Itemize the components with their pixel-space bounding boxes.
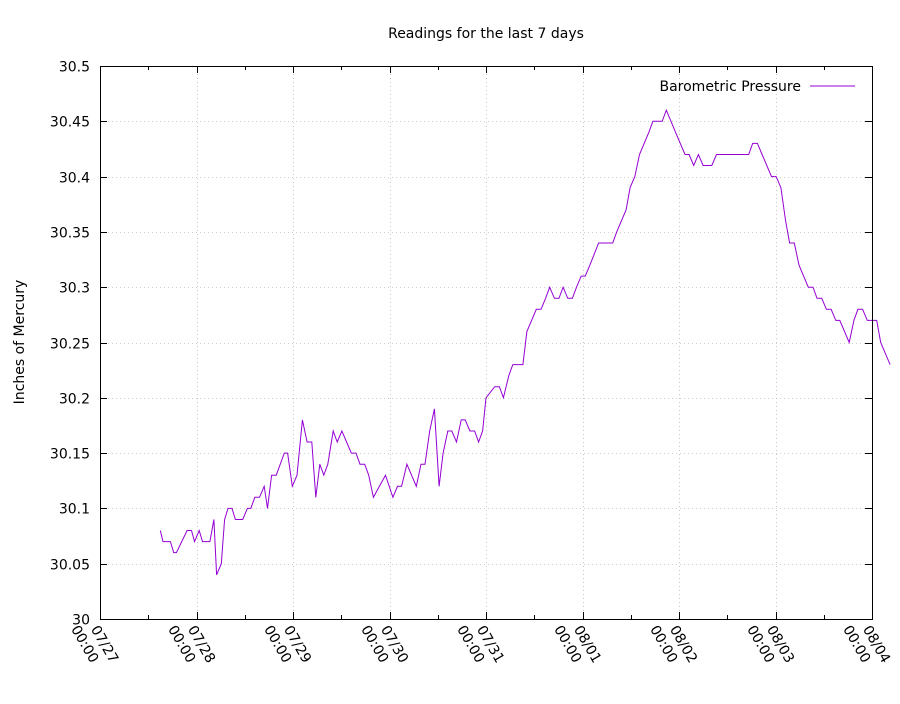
y-tick-label: 30.45 — [50, 115, 90, 131]
y-tick-label: 30.25 — [50, 337, 90, 353]
series-layer — [159, 108, 891, 575]
legend: Barometric Pressure — [659, 79, 855, 95]
x-tick-label: 08/0100:00 — [550, 614, 604, 674]
x-tick-label: 07/2800:00 — [164, 614, 218, 674]
y-tick-label: 30.1 — [59, 502, 90, 518]
y-tick-label: 30.15 — [50, 447, 90, 463]
chart-title: Readings for the last 7 days — [388, 26, 584, 42]
x-tick-labels: 07/2700:00 07/2800:00 07/2900:00 07/3000:00… — [67, 614, 893, 674]
y-tick-labels: 30 30.05 30.1 30.15 30.2 30.25 30.3 30.35 30.4 30… — [50, 60, 90, 629]
legend-label: Barometric Pressure — [659, 79, 801, 95]
x-tick-label: 07/3000:00 — [357, 614, 411, 674]
x-tick-label: 07/3100:00 — [453, 614, 507, 674]
y-tick-label: 30.05 — [50, 558, 90, 574]
x-tick-label: 08/0400:00 — [839, 614, 893, 674]
grid — [100, 66, 872, 619]
y-tick-label: 30.3 — [59, 281, 90, 297]
series-line-barometric-pressure — [159, 108, 891, 575]
ticks — [100, 66, 873, 620]
y-axis-label: Inches of Mercury — [12, 280, 28, 405]
x-tick-label: 07/2900:00 — [260, 614, 314, 674]
y-tick-label: 30.2 — [59, 392, 90, 408]
y-tick-label: 30.5 — [59, 60, 90, 76]
y-tick-label: 30.35 — [50, 226, 90, 242]
y-tick-label: 30 — [72, 613, 90, 629]
x-tick-label: 08/0200:00 — [646, 614, 700, 674]
x-tick-label: 08/0300:00 — [743, 614, 797, 674]
y-tick-label: 30.4 — [59, 171, 90, 187]
